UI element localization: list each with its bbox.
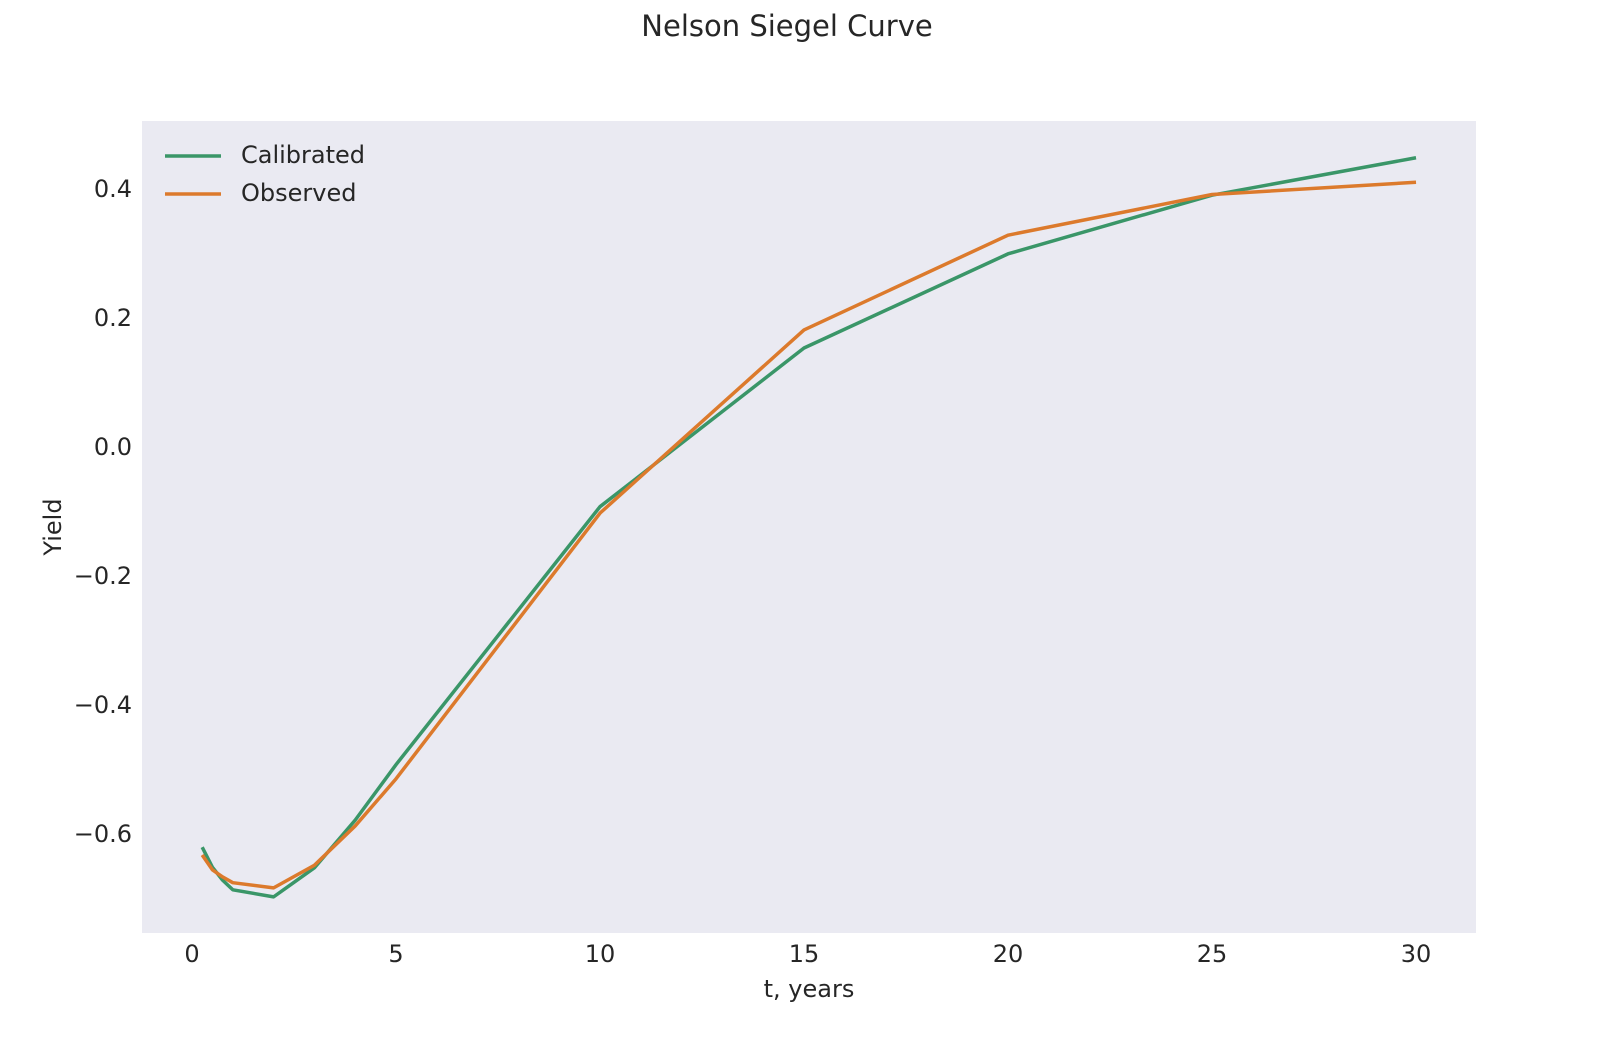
y-tick-label: 0.0	[94, 433, 132, 461]
legend-label: Calibrated	[241, 141, 365, 169]
y-tick-label: −0.6	[74, 820, 132, 848]
x-tick-label: 30	[1401, 940, 1432, 968]
y-tick-label: −0.4	[74, 691, 132, 719]
x-tick-label: 25	[1197, 940, 1228, 968]
x-tick-label: 5	[388, 940, 403, 968]
series-line	[200, 156, 1417, 899]
x-axis-label: t, years	[764, 975, 855, 1003]
chart-title: Nelson Siegel Curve	[641, 9, 932, 43]
x-tick-label: 0	[184, 940, 199, 968]
x-tick-label: 15	[789, 940, 820, 968]
y-tick-label: −0.2	[74, 562, 132, 590]
plot-area	[142, 121, 1476, 933]
y-axis-label: Yield	[39, 498, 67, 556]
x-tick-label: 20	[993, 940, 1024, 968]
legend-label: Observed	[241, 179, 356, 207]
y-tick-label: 0.2	[94, 304, 132, 332]
y-tick-label: 0.4	[94, 175, 132, 203]
x-tick-label: 10	[585, 940, 616, 968]
series-line	[200, 180, 1417, 890]
